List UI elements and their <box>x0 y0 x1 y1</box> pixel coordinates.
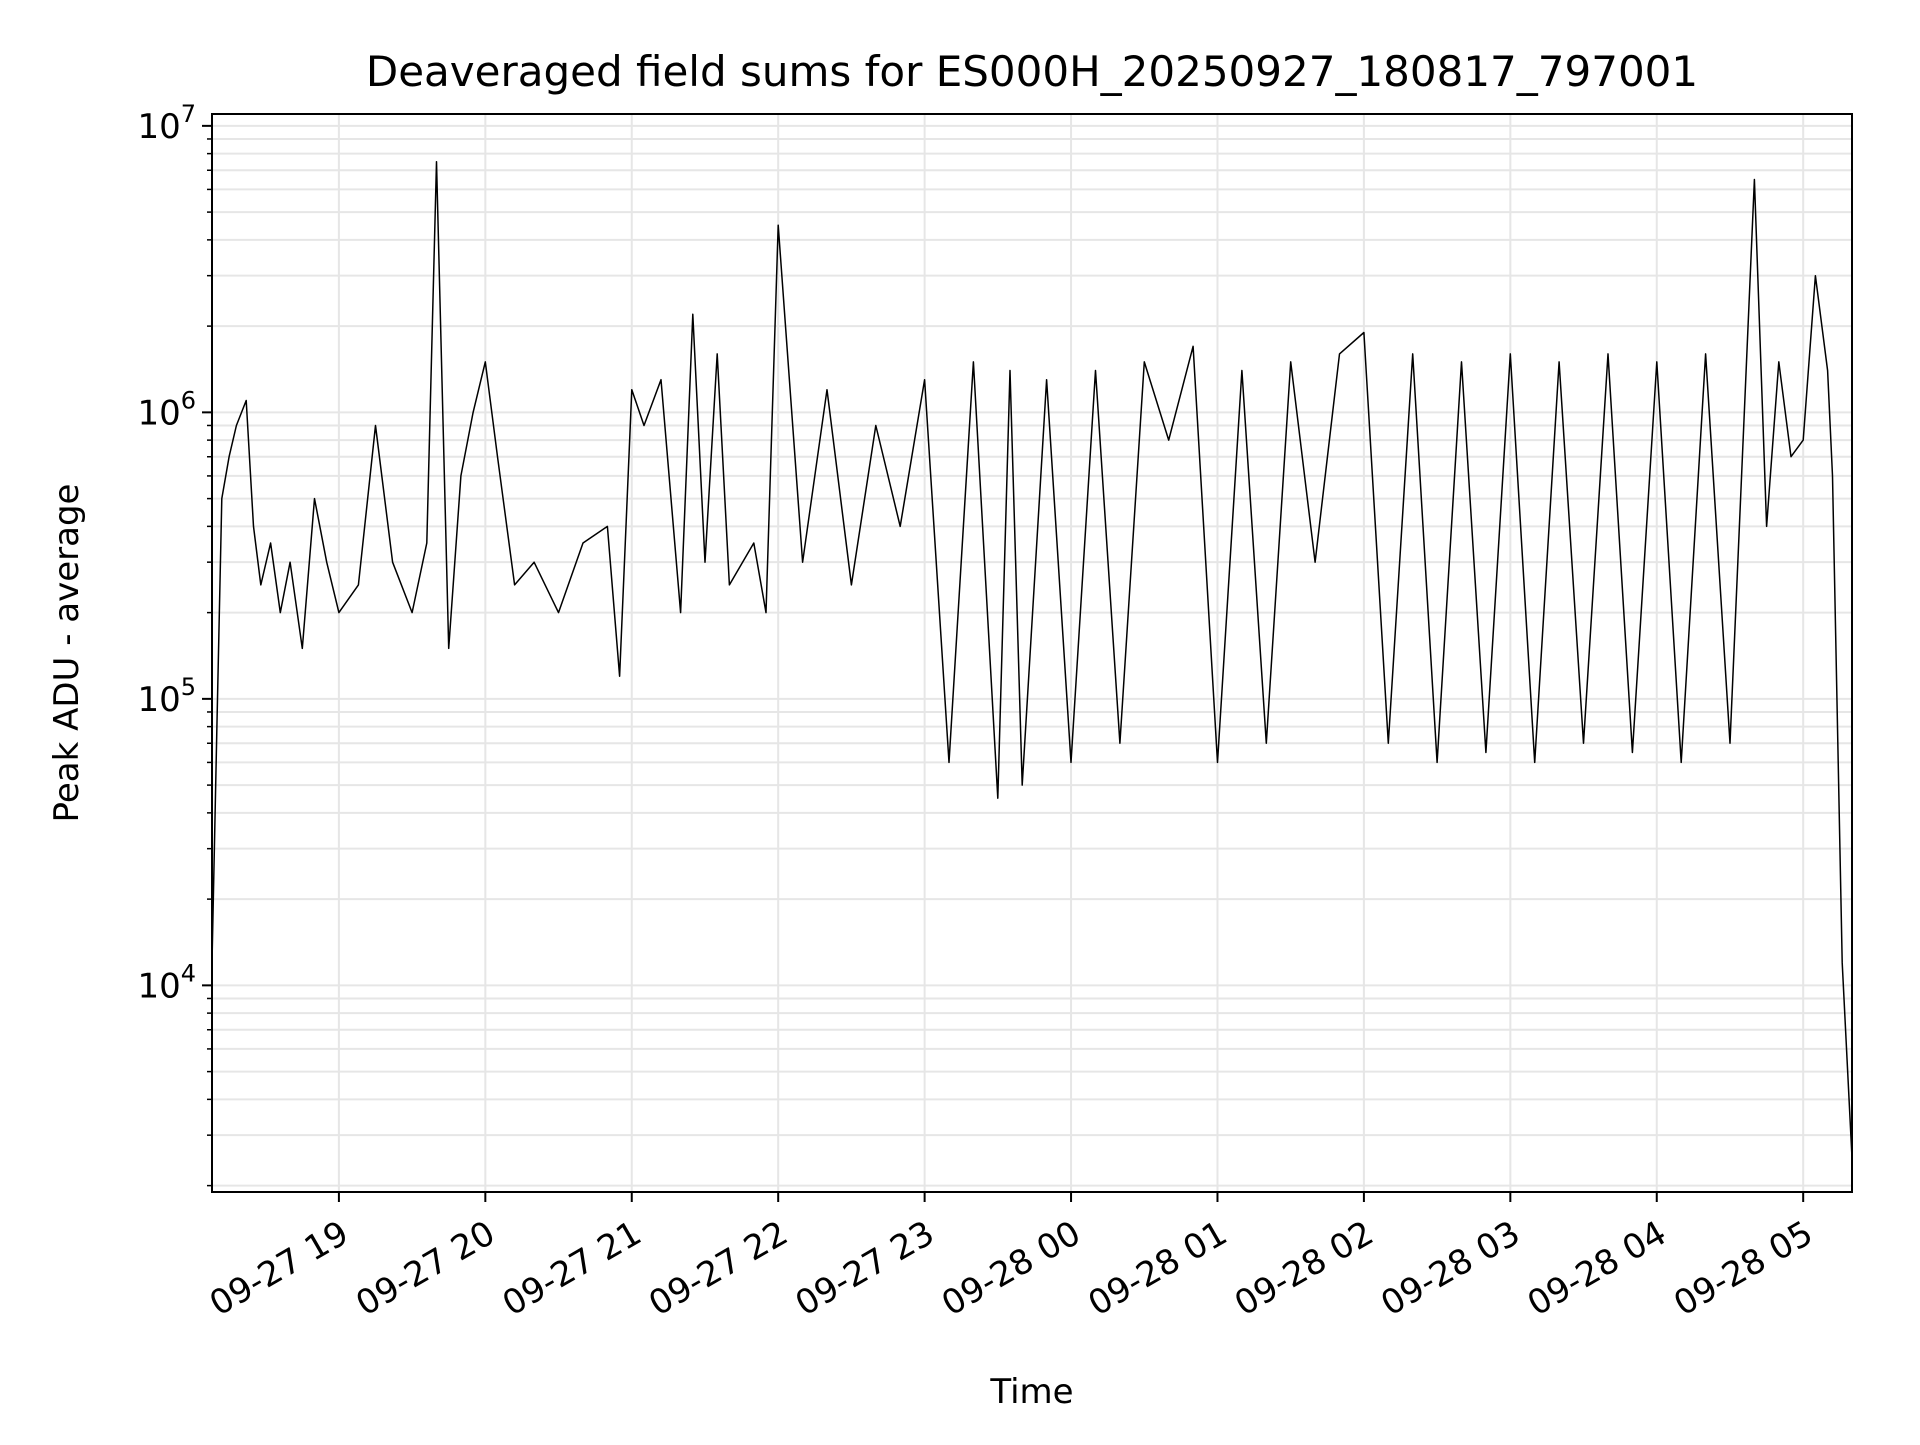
grid-layer <box>212 114 1852 1192</box>
plot-frame <box>211 113 1853 1193</box>
y-tick-label: 104 <box>137 959 196 1006</box>
x-axis-label: Time <box>989 1372 1073 1412</box>
y-tick-label: 106 <box>137 386 196 433</box>
series-layer <box>211 160 1853 1158</box>
y-tick-label: 105 <box>137 673 196 720</box>
chart-title: Deaveraged field sums for ES000H_2025092… <box>366 47 1698 96</box>
y-axis-label: Peak ADU - average <box>47 484 87 823</box>
series-line <box>211 160 1853 1158</box>
y-tick-label: 107 <box>137 100 196 147</box>
